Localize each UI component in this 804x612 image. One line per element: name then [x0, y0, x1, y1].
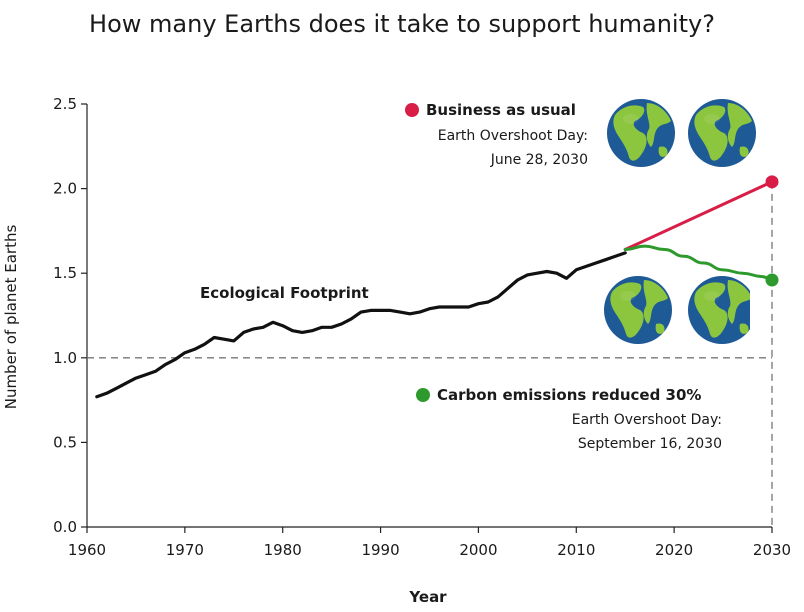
y-tick-label: 0.0	[53, 518, 77, 536]
x-axis-label: Year	[408, 588, 447, 606]
x-tick-label: 2000	[459, 541, 497, 559]
x-tick-label: 1960	[68, 541, 106, 559]
earth-icon	[688, 276, 750, 344]
reference-line-group	[87, 181, 773, 527]
business-annotation-line2: June 28, 2030	[490, 152, 588, 168]
x-tick-label: 2020	[655, 541, 693, 559]
earth-icon	[688, 99, 756, 167]
earth-icon	[604, 276, 672, 344]
business-annotation-line1: Earth Overshoot Day:	[438, 128, 588, 144]
x-tick-label: 1980	[264, 541, 302, 559]
chart-title: How many Earths does it take to support …	[89, 10, 715, 38]
reduced-annotation-line2: September 16, 2030	[578, 436, 722, 452]
earth-icon	[607, 99, 675, 167]
y-tick-label: 1.5	[53, 264, 77, 282]
axes: 0.0 0.5 1.0 1.5 2.0 2.5 1960 1970 1980 1990 2000 20…	[53, 95, 791, 559]
reduced-emissions-line	[623, 244, 774, 282]
y-axis-label: Number of planet Earths	[2, 225, 20, 410]
ecological-footprint-line	[95, 251, 627, 399]
business-as-usual-line	[623, 180, 774, 251]
y-tick-label: 0.5	[53, 433, 77, 451]
reduced-annotation-title: Carbon emissions reduced 30%	[437, 386, 701, 404]
business-as-usual-endpoint	[765, 175, 779, 189]
x-tick-label: 2030	[753, 541, 791, 559]
series-group	[95, 175, 779, 399]
reduced-legend-dot	[416, 388, 430, 402]
ecological-footprint-label: Ecological Footprint	[200, 284, 369, 302]
y-tick-label: 1.0	[53, 349, 77, 367]
business-as-usual-annotation: Business as usual Earth Overshoot Day: J…	[405, 99, 756, 168]
x-tick-label: 2010	[557, 541, 595, 559]
reduced-emissions-annotation: Carbon emissions reduced 30% Earth Overs…	[416, 276, 750, 452]
x-tick-label: 1970	[166, 541, 204, 559]
x-tick-label: 1990	[361, 541, 399, 559]
y-tick-label: 2.0	[53, 180, 77, 198]
reduced-emissions-endpoint	[765, 273, 779, 287]
reduced-annotation-line1: Earth Overshoot Day:	[572, 412, 722, 428]
y-tick-label: 2.5	[53, 95, 77, 113]
business-legend-dot	[405, 103, 419, 117]
business-annotation-title: Business as usual	[426, 101, 576, 119]
